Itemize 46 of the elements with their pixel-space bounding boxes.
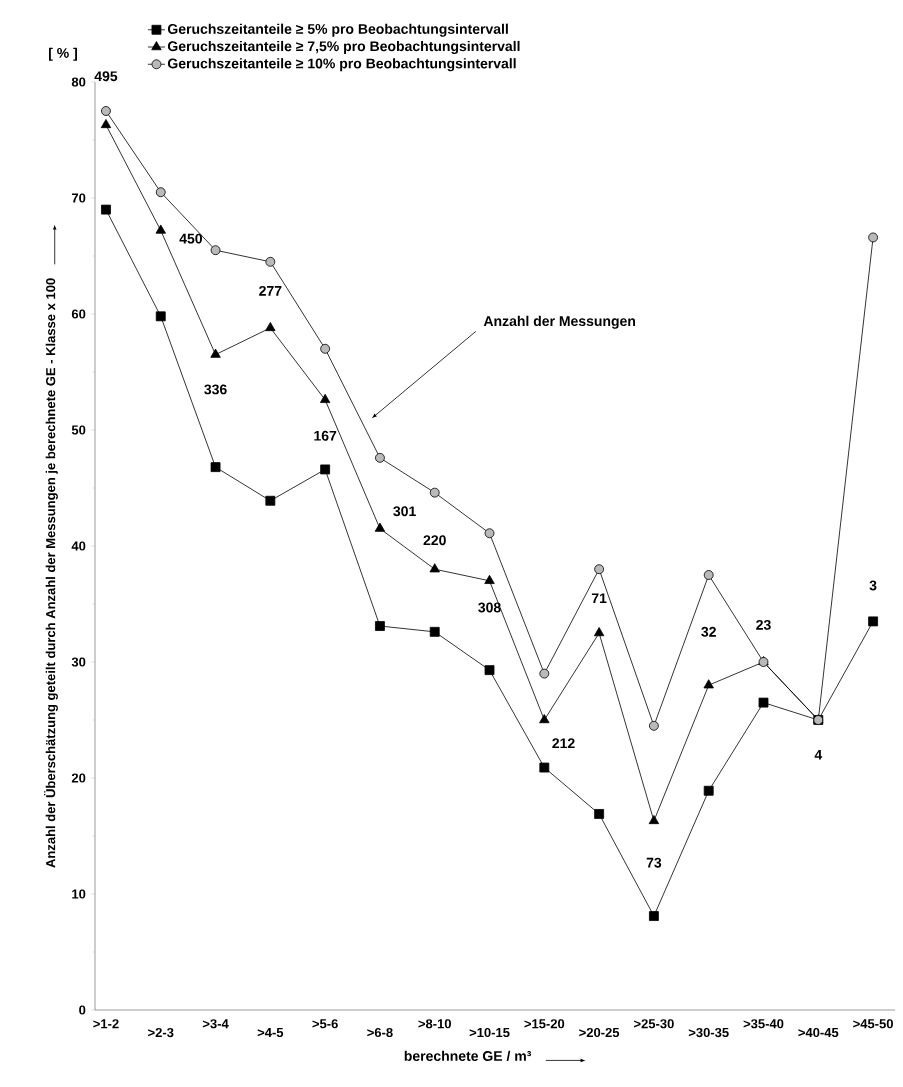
annotation: 32 xyxy=(701,626,716,637)
text: [ % ] xyxy=(49,47,77,61)
y-tick-label: 40 xyxy=(71,541,86,551)
annotation: 336 xyxy=(204,384,227,395)
x-axis-title: berechnete GE / m³ xyxy=(404,1050,532,1062)
annotation: 23 xyxy=(756,619,771,630)
x-tick-label: >4-5 xyxy=(257,1028,284,1038)
x-tick-label: >40-45 xyxy=(798,1027,839,1038)
x-tick-label: >6-8 xyxy=(367,1027,393,1038)
annotation: 73 xyxy=(646,857,662,868)
annotation: 301 xyxy=(393,506,416,517)
y-tick-label: 10 xyxy=(72,889,86,899)
text: 495 xyxy=(94,71,118,82)
x-tick-label: >5-6 xyxy=(312,1019,338,1029)
y-tick-label: 60 xyxy=(71,309,86,319)
y-tick-label: 20 xyxy=(71,773,86,783)
annotation: 167 xyxy=(314,430,337,441)
annotation: 212 xyxy=(552,738,575,749)
annotation: 4 xyxy=(814,749,823,760)
x-tick-label: >2-3 xyxy=(148,1027,174,1038)
annotation: 220 xyxy=(423,535,446,546)
x-tick-label: >25-30 xyxy=(634,1019,674,1029)
legend-label: Geruchszeitanteile ≥ 7,5% pro Beobachtungsintervall xyxy=(167,40,520,54)
x-tick-label: >8-10 xyxy=(418,1019,451,1029)
x-tick-label: >30-35 xyxy=(688,1027,729,1038)
annotation: 277 xyxy=(259,285,282,296)
y-tick-label: 70 xyxy=(71,193,86,203)
y-tick-label: 80 xyxy=(71,77,86,87)
annotation: 450 xyxy=(179,233,202,244)
y-tick-label: 50 xyxy=(71,425,86,435)
y-axis-title: Anzahl der Überschätzung geteilt durch Anzahl der Messungen je berechnete GE - Klasse x 100 xyxy=(44,278,58,868)
x-tick-label: >20-25 xyxy=(579,1027,620,1038)
x-tick-label: >35-40 xyxy=(743,1019,784,1029)
x-tick-label: >1-2 xyxy=(93,1019,119,1029)
annotation: 71 xyxy=(591,593,607,604)
y-tick-label: 30 xyxy=(71,657,86,667)
legend-label: Geruchszeitanteile ≥ 10% pro Beobachtungsintervall xyxy=(167,58,516,72)
legend-label: Geruchszeitanteile ≥ 5% pro Beobachtungsintervall xyxy=(167,23,508,37)
x-tick-label: >3-4 xyxy=(202,1019,229,1029)
x-tick-label: >10-15 xyxy=(469,1027,510,1038)
y-tick-label: 0 xyxy=(79,1005,86,1015)
annotation: 308 xyxy=(478,602,501,613)
x-tick-label: >15-20 xyxy=(524,1019,565,1029)
annotation: 3 xyxy=(869,580,877,591)
x-tick-label: >45-50 xyxy=(853,1019,893,1029)
annotation: Anzahl der Messungen xyxy=(483,315,636,329)
